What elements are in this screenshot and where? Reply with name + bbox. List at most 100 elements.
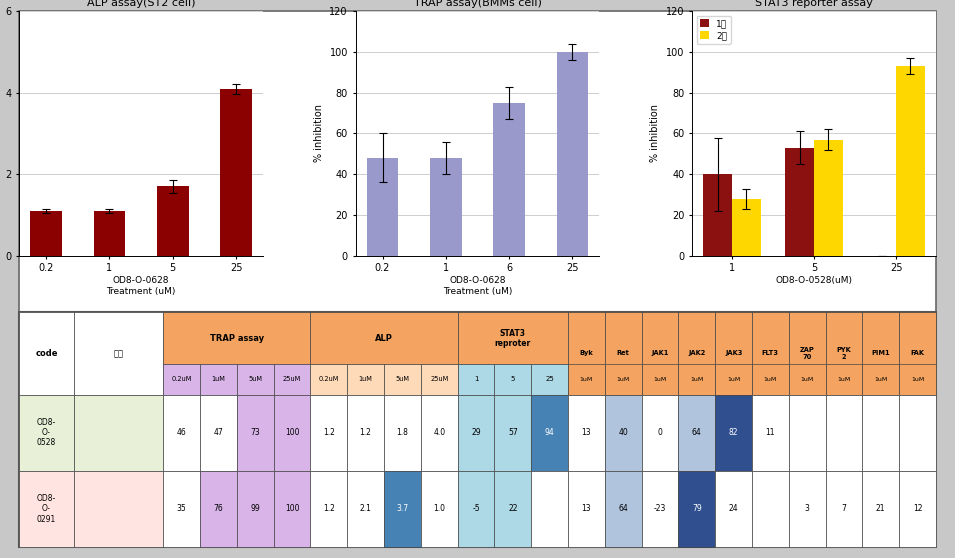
Text: 12: 12 (913, 504, 923, 513)
Bar (715, 395, 752, 471)
Text: 1uM: 1uM (874, 377, 887, 382)
Bar (642, 471, 678, 547)
Text: 79: 79 (691, 504, 702, 513)
Text: 구조: 구조 (114, 349, 123, 358)
Bar (678, 471, 715, 547)
Bar (605, 312, 642, 395)
Bar (19, 395, 74, 471)
Text: 64: 64 (618, 504, 628, 513)
Bar (384, 364, 421, 395)
Bar (495, 395, 531, 471)
Bar (74, 471, 163, 547)
Bar (310, 395, 348, 471)
Text: code: code (35, 349, 57, 358)
Bar (862, 312, 899, 395)
Text: 3.7: 3.7 (396, 504, 409, 513)
Bar (531, 395, 568, 471)
Bar (19, 312, 74, 395)
Text: 1uM: 1uM (727, 377, 740, 382)
Text: 5uM: 5uM (395, 376, 410, 382)
Bar (274, 395, 310, 471)
Bar (752, 312, 789, 395)
Bar (568, 364, 605, 395)
Text: OD8-
O-
0528: OD8- O- 0528 (37, 418, 56, 448)
Text: 29: 29 (471, 428, 480, 437)
Bar (789, 364, 825, 395)
Text: 1uM: 1uM (838, 377, 851, 382)
Text: -5: -5 (472, 504, 479, 513)
Bar (494, 103, 525, 256)
Bar (74, 312, 163, 395)
Bar (237, 471, 274, 547)
Bar (899, 395, 936, 471)
Text: 13: 13 (582, 428, 591, 437)
Text: 100: 100 (285, 428, 299, 437)
X-axis label: OD8-O-0628
Treatment (uM): OD8-O-0628 Treatment (uM) (106, 276, 176, 296)
Text: 1uM: 1uM (764, 377, 777, 382)
Bar (163, 395, 201, 471)
Bar (421, 364, 457, 395)
Bar (899, 364, 936, 395)
Bar (495, 364, 531, 395)
Text: 100: 100 (285, 504, 299, 513)
Bar (678, 364, 715, 395)
Bar (557, 52, 588, 256)
Bar (642, 312, 678, 395)
Bar (163, 364, 201, 395)
Bar (310, 312, 457, 364)
Bar (19, 471, 74, 547)
Bar (348, 364, 384, 395)
Bar (825, 471, 862, 547)
Text: 21: 21 (876, 504, 885, 513)
Text: 99: 99 (250, 504, 260, 513)
Bar (531, 471, 568, 547)
Text: 1.2: 1.2 (360, 428, 371, 437)
Bar (568, 471, 605, 547)
Title: ALP assay(ST2 cell): ALP assay(ST2 cell) (87, 0, 195, 8)
Bar (752, 395, 789, 471)
Bar (237, 364, 274, 395)
Text: 1uM: 1uM (580, 377, 593, 382)
Bar (310, 364, 348, 395)
Bar (274, 471, 310, 547)
Title: STAT3 reporter assay: STAT3 reporter assay (755, 0, 873, 8)
Bar (862, 364, 899, 395)
Bar (789, 395, 825, 471)
Bar (642, 364, 678, 395)
Text: OD8-
O-
0291: OD8- O- 0291 (37, 494, 56, 523)
X-axis label: OD8-O-0528(uM): OD8-O-0528(uM) (775, 276, 853, 285)
Text: 73: 73 (250, 428, 260, 437)
Text: 1.8: 1.8 (396, 428, 409, 437)
Bar (862, 471, 899, 547)
Title: TRAP assay(BMMs cell): TRAP assay(BMMs cell) (414, 0, 541, 8)
Text: 1uM: 1uM (211, 376, 225, 382)
Bar (221, 89, 252, 256)
Text: PIM1: PIM1 (871, 350, 890, 357)
Text: 1uM: 1uM (690, 377, 704, 382)
Bar (384, 395, 421, 471)
Bar (421, 395, 457, 471)
Bar (789, 471, 825, 547)
Bar (752, 364, 789, 395)
Text: 24: 24 (729, 504, 738, 513)
Bar (715, 471, 752, 547)
Bar (825, 312, 862, 395)
Bar (201, 364, 237, 395)
Text: 1uM: 1uM (653, 377, 667, 382)
Bar (348, 471, 384, 547)
Text: 1uM: 1uM (800, 377, 814, 382)
Text: 1.2: 1.2 (323, 428, 335, 437)
Bar (237, 395, 274, 471)
Text: 25uM: 25uM (430, 376, 448, 382)
Bar (568, 312, 605, 395)
Bar (642, 395, 678, 471)
Text: 1uM: 1uM (911, 377, 924, 382)
Bar (310, 471, 348, 547)
Text: JAK2: JAK2 (688, 350, 706, 357)
Bar (201, 471, 237, 547)
Bar (163, 471, 201, 547)
Text: 3: 3 (805, 504, 810, 513)
Bar (384, 471, 421, 547)
Bar (825, 364, 862, 395)
Text: 1uM: 1uM (617, 377, 629, 382)
